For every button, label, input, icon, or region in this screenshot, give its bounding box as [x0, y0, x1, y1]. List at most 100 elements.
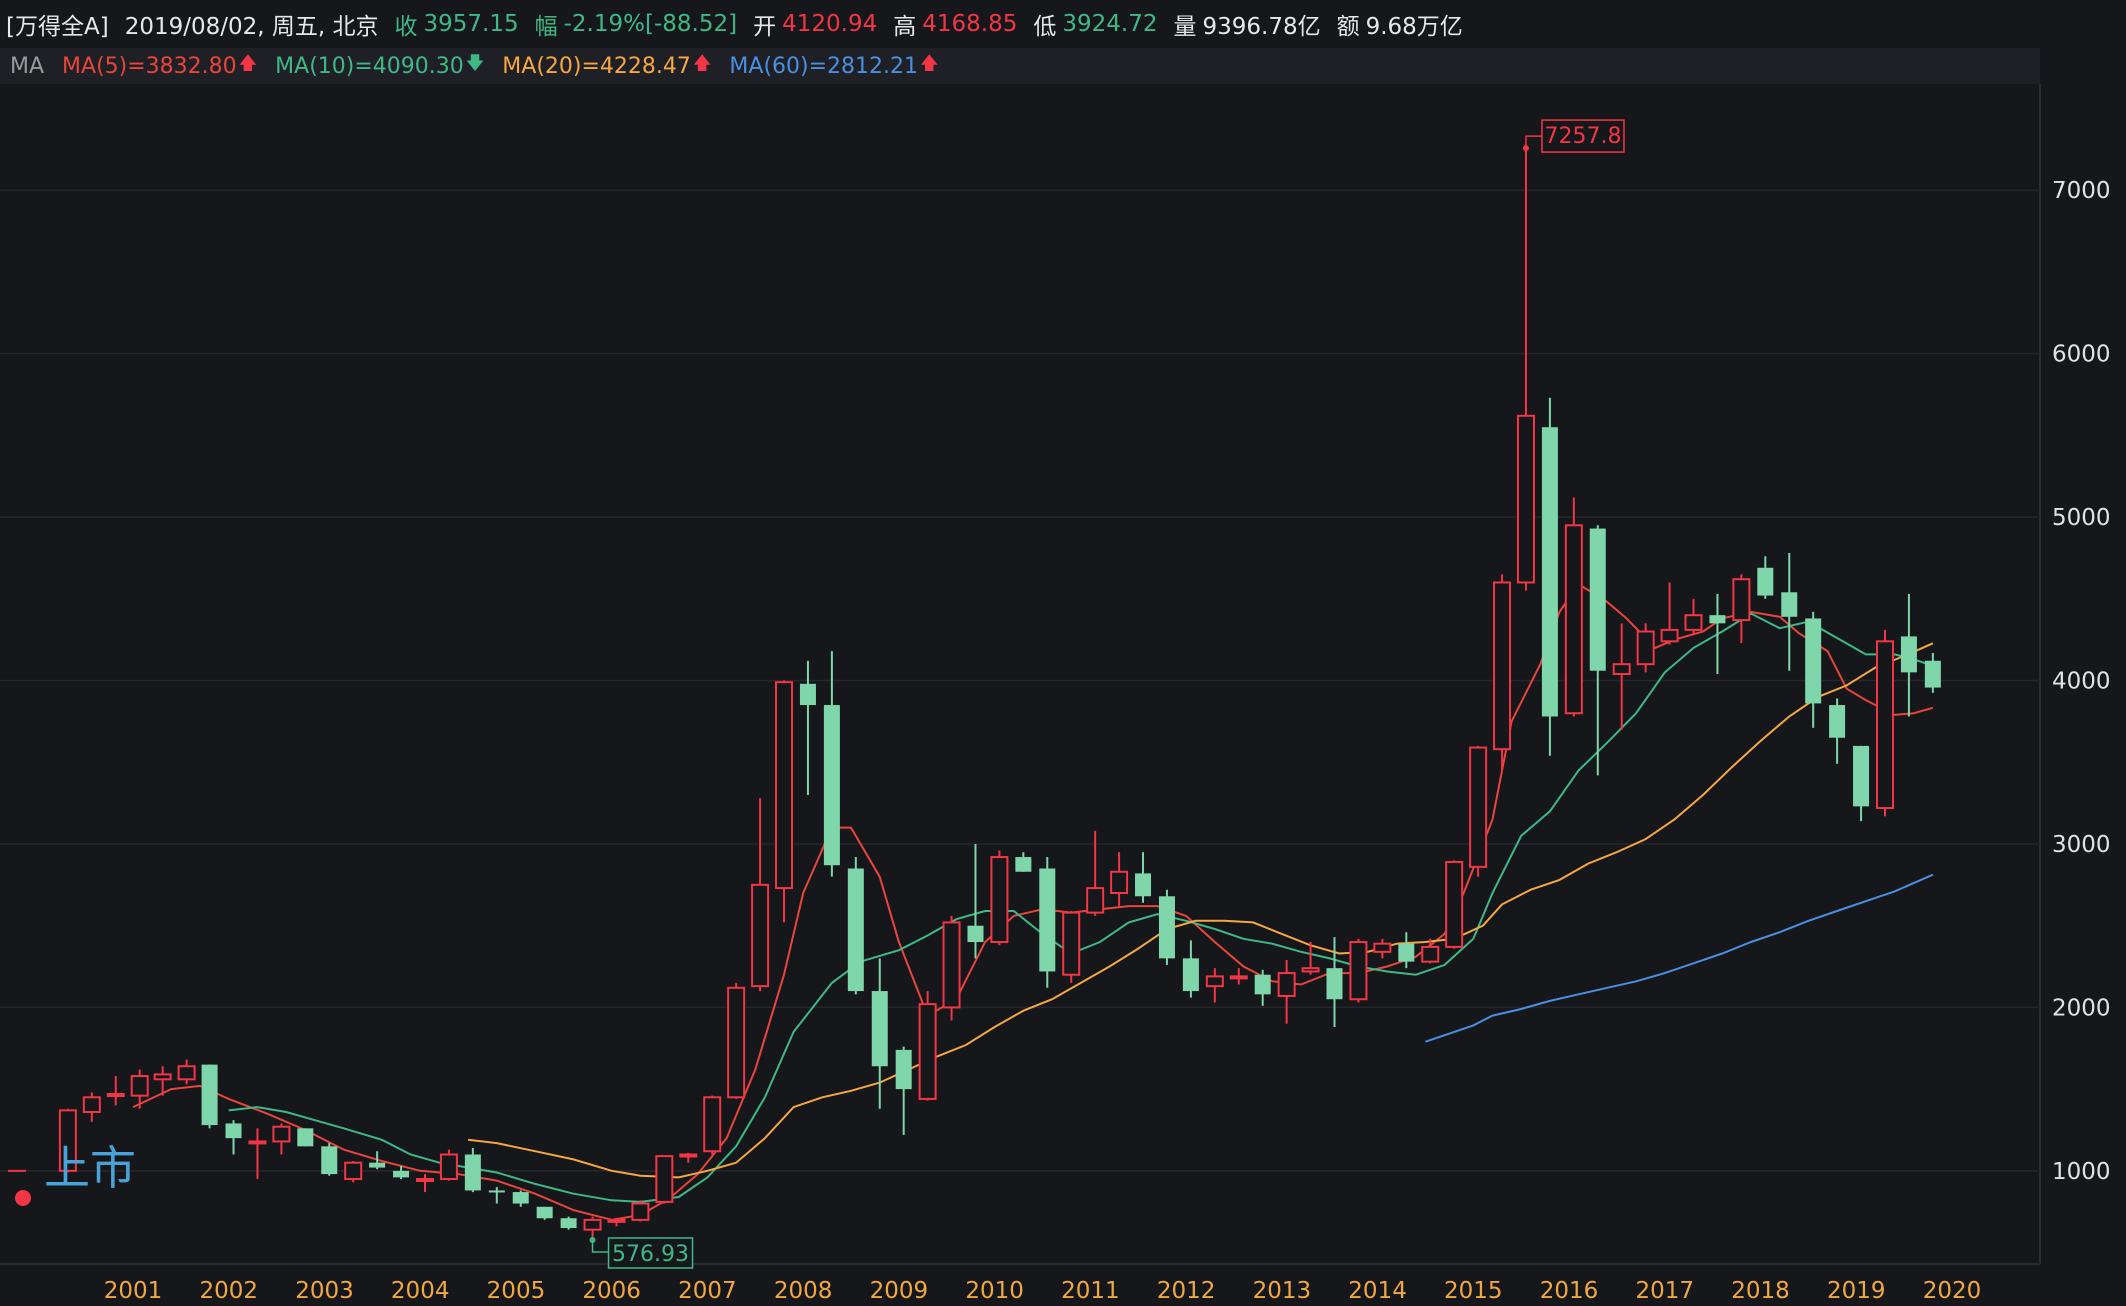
x-tick-label: 2008	[774, 1278, 833, 1304]
candle-body	[153, 1073, 172, 1081]
candle-body	[1516, 414, 1535, 584]
x-tick-label: 2004	[391, 1278, 450, 1304]
high-label: 高	[893, 14, 917, 40]
candle-body	[1660, 628, 1679, 643]
candle-body	[1421, 945, 1440, 963]
volume-label: 量	[1173, 14, 1197, 40]
candle-up	[1421, 938, 1440, 964]
candle-up	[1445, 860, 1464, 949]
candle-body	[583, 1218, 602, 1231]
candle-down	[536, 1206, 553, 1220]
candle-down	[799, 660, 816, 795]
candle-up	[439, 1149, 458, 1181]
candle-up	[344, 1161, 363, 1183]
candle-down	[225, 1120, 242, 1155]
candle-down	[1829, 698, 1846, 764]
min-leader	[591, 1239, 609, 1253]
candle-down	[823, 651, 840, 877]
candle-body	[488, 1190, 505, 1193]
ma5-indicator[interactable]: MA(5)=3832.80 🡅	[62, 51, 257, 81]
candle-body	[1564, 524, 1583, 715]
candle-body	[1301, 967, 1320, 973]
candle-body	[895, 1049, 912, 1090]
candle-body	[847, 868, 864, 992]
candle-body	[369, 1162, 386, 1168]
x-tick-label: 2016	[1540, 1278, 1599, 1304]
candle-body	[1589, 528, 1606, 671]
candle-body	[703, 1096, 722, 1153]
candle-body	[727, 986, 746, 1099]
candle-body	[344, 1161, 363, 1181]
candle-body	[1398, 943, 1415, 962]
candle-body	[1158, 896, 1175, 959]
quote-info-bar: [万得全A] 2019/08/02, 周五, 北京 收 3957.15 幅 -2…	[0, 0, 2126, 48]
candle-down	[1757, 556, 1774, 599]
candle-body	[106, 1093, 125, 1098]
candle-up	[1469, 745, 1488, 877]
ma60-indicator[interactable]: MA(60)=2812.21 🡅	[729, 51, 938, 81]
candle-up	[679, 1152, 698, 1163]
ma20-line	[467, 642, 1934, 1179]
candle-up	[1684, 598, 1703, 635]
y-tick-label: 3000	[2052, 832, 2111, 858]
x-tick-label: 2013	[1253, 1278, 1312, 1304]
candle-body	[272, 1125, 291, 1143]
candle-body	[393, 1170, 410, 1178]
candle-up	[1564, 497, 1583, 717]
ma10-indicator[interactable]: MA(10)=4090.30 🡇	[275, 51, 484, 81]
x-tick-label: 2018	[1731, 1278, 1790, 1304]
candle-down	[1015, 852, 1032, 872]
candle-down	[297, 1128, 314, 1147]
y-tick-label: 4000	[2052, 669, 2111, 695]
listing-dot-icon	[15, 1190, 31, 1206]
low-label: 低	[1033, 14, 1057, 40]
candle-body	[1732, 578, 1751, 622]
candlestick-chart[interactable]: 7257.8 576.93 上市 1000 2000 3000 4000 5000 6000 7…	[0, 84, 2126, 1306]
candle-body	[464, 1154, 481, 1191]
candle-up	[1612, 623, 1631, 730]
candle-body	[512, 1192, 529, 1204]
candle-up	[130, 1069, 149, 1109]
arrow-down-icon: 🡇	[465, 53, 485, 74]
candle-down	[560, 1216, 577, 1230]
candle-up	[153, 1066, 172, 1096]
candle-body	[536, 1206, 553, 1219]
ma5-line	[132, 582, 1934, 1221]
candle-body	[201, 1064, 218, 1126]
candle-down	[871, 958, 888, 1109]
candle-down	[393, 1165, 410, 1180]
candle-down	[1805, 611, 1822, 728]
candle-body	[1349, 941, 1368, 1001]
grid-lines	[0, 84, 2041, 1265]
candle-body	[1135, 873, 1152, 897]
y-tick-label: 2000	[2052, 995, 2111, 1021]
x-axis: 2001 2002 2003 2004 2005 2006 2007 2008 2009 2010…	[104, 1278, 1982, 1304]
candle-body	[1829, 705, 1846, 738]
ma5-value: MA(5)=3832.80	[62, 53, 237, 79]
ma20-indicator[interactable]: MA(20)=4228.47 🡅	[502, 51, 711, 81]
candle-up	[248, 1128, 267, 1180]
x-tick-label: 2007	[678, 1278, 737, 1304]
candle-up	[727, 982, 746, 1099]
candle-up	[1493, 574, 1512, 771]
candle-up	[1636, 623, 1655, 673]
candle-body	[321, 1146, 338, 1175]
ma-indicator-bar: MA MA(5)=3832.80 🡅 MA(10)=4090.30 🡇 MA(2…	[0, 48, 2040, 84]
candle-body	[82, 1096, 101, 1114]
candle-up	[942, 915, 961, 1021]
candle-body	[1757, 567, 1774, 596]
moving-average-lines	[132, 582, 1934, 1221]
candle-up	[1875, 629, 1894, 817]
candle-body	[1277, 972, 1296, 997]
candle-up	[1373, 938, 1392, 959]
max-label-box	[1541, 119, 1625, 153]
candle-body	[1205, 975, 1224, 988]
ma-label[interactable]: MA	[10, 53, 45, 79]
y-axis: 1000 2000 3000 4000 5000 6000 7000	[2052, 178, 2111, 1185]
date-info: 2019/08/02, 周五, 北京	[124, 14, 379, 40]
candle-up	[177, 1059, 196, 1085]
candle-down	[1182, 940, 1199, 998]
candle-up	[990, 850, 1009, 946]
candle-body	[799, 683, 816, 706]
candle-body	[248, 1140, 267, 1145]
